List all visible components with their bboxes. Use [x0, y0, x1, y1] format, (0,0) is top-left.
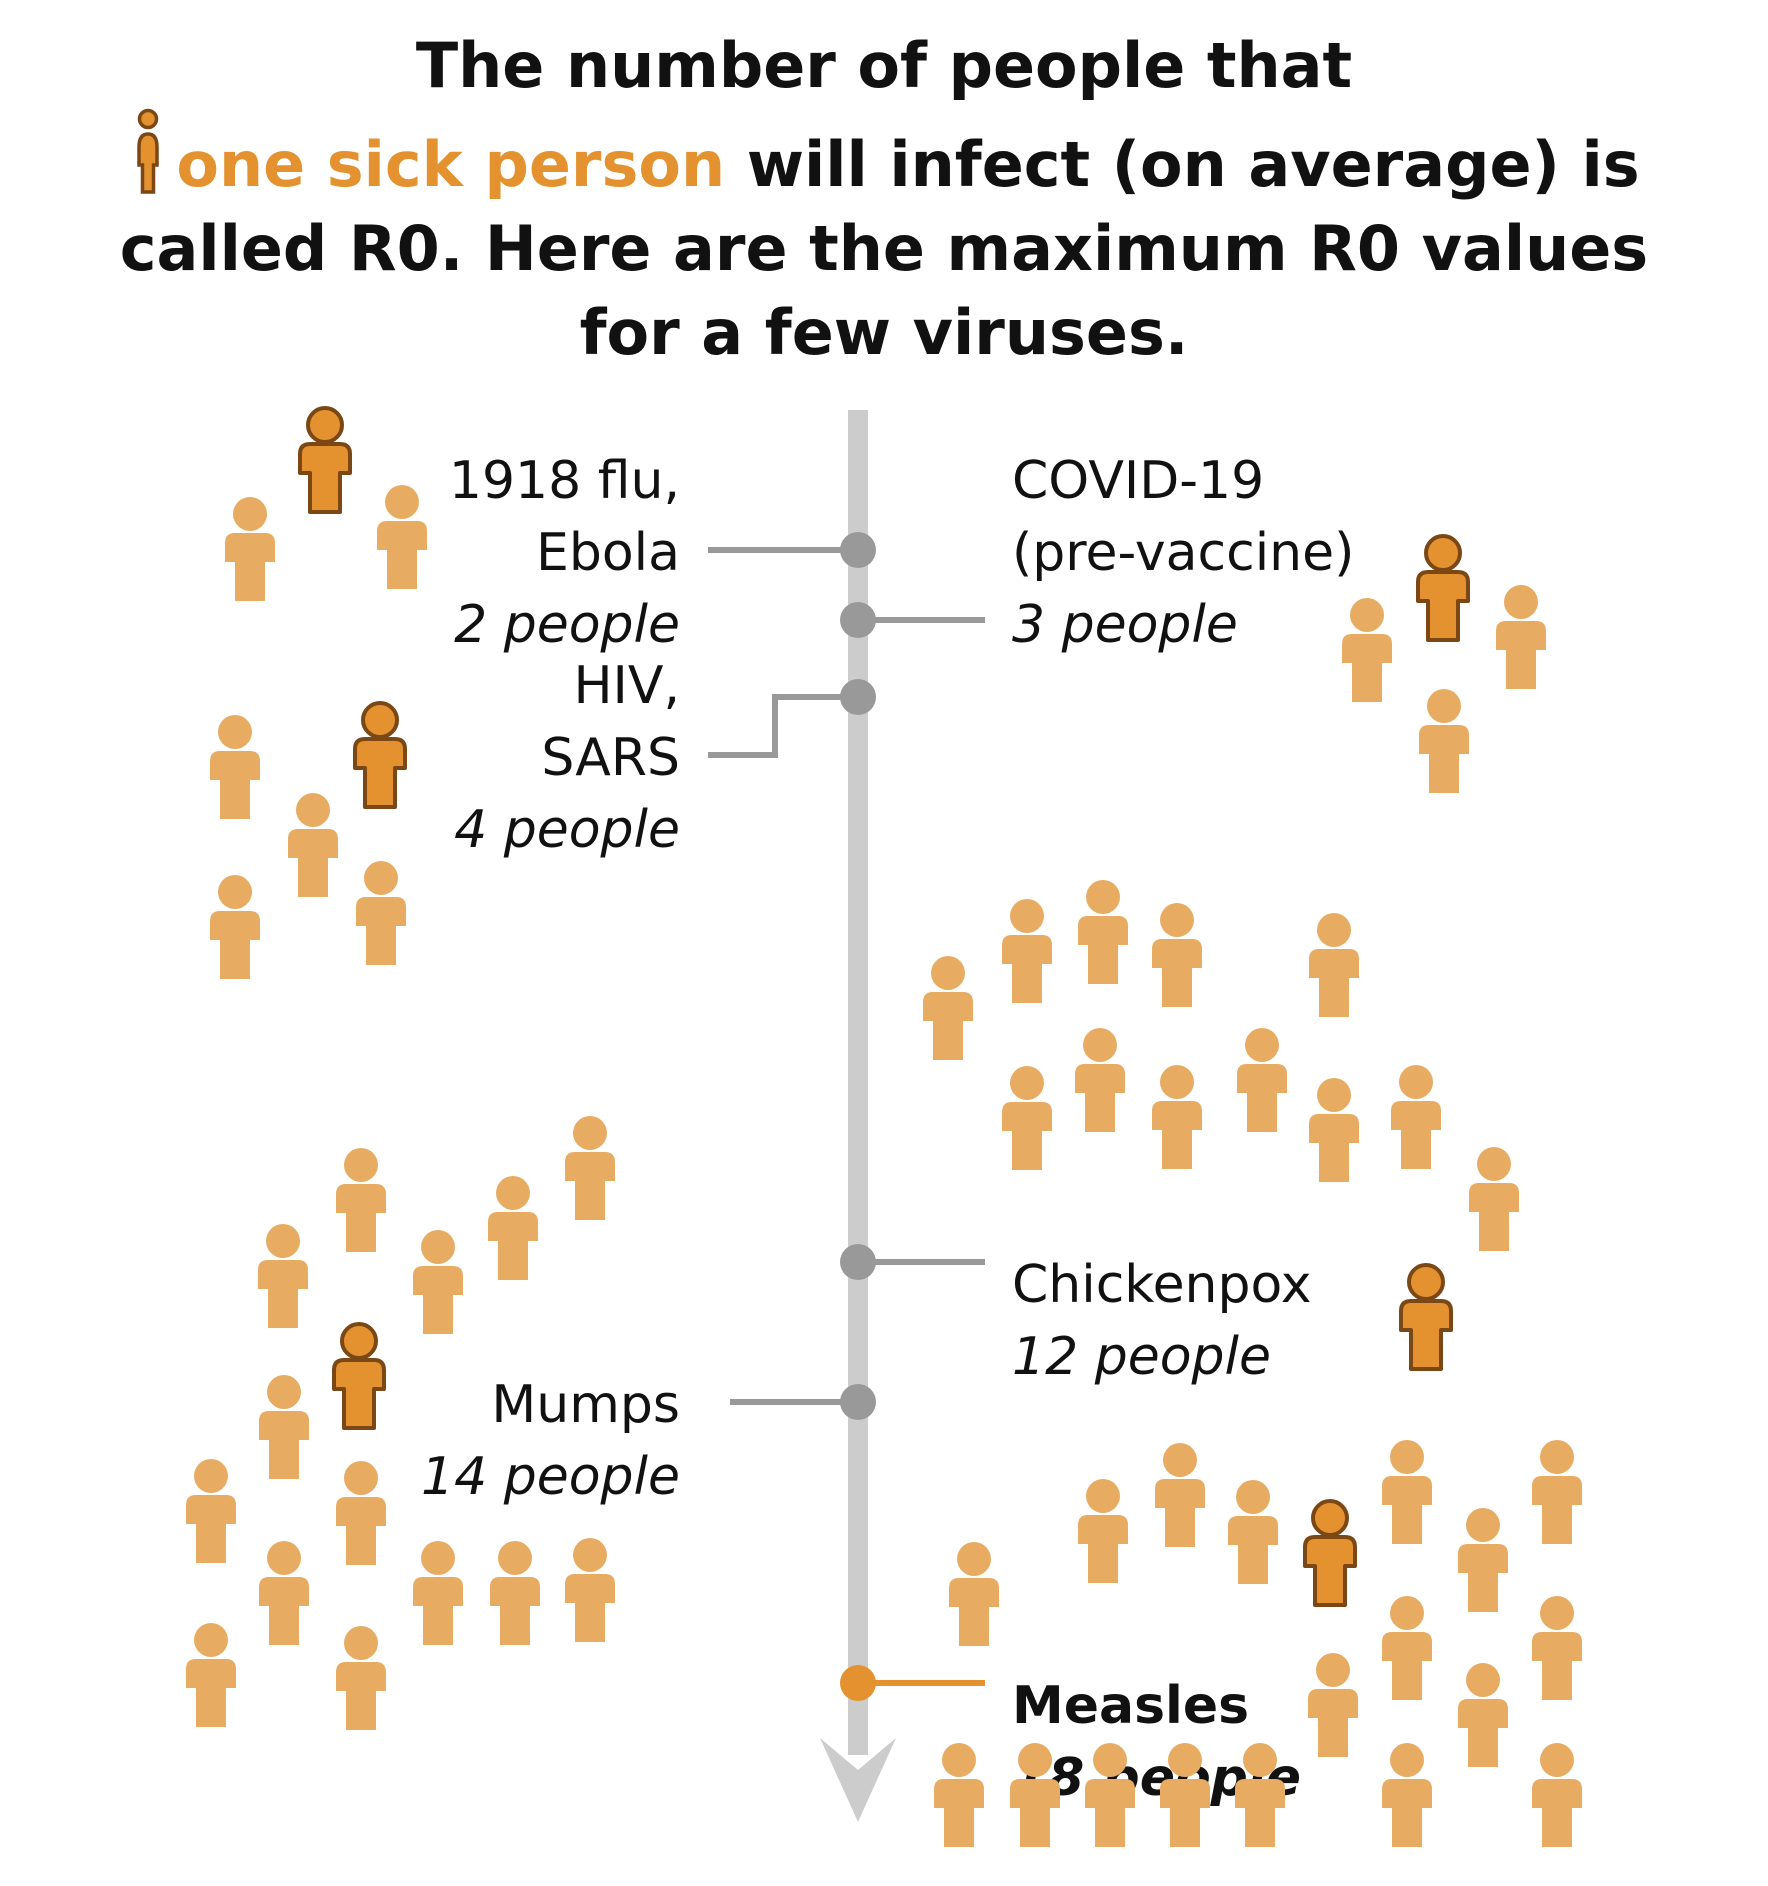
infected-person-mumps	[413, 1230, 463, 1334]
patient-zero-covid-19-pre-vaccine	[1416, 534, 1470, 642]
title-part-2: will infect (on average) is called R0. H…	[119, 128, 1649, 369]
value-mumps: 14 people	[421, 1447, 680, 1507]
dot-mumps	[840, 1384, 876, 1420]
chart-title: The number of people that one sick person…	[84, 24, 1684, 375]
infected-person-hiv-sars	[288, 793, 338, 897]
infected-person-chickenpox	[1078, 880, 1128, 984]
patient-zero-1918-flu-ebola	[298, 406, 352, 514]
person-icon	[137, 108, 160, 194]
infected-person-covid-19-pre-vaccine	[1342, 598, 1392, 702]
label-1918-flu-ebola-line-2: Ebola	[536, 523, 680, 583]
infected-person-mumps	[336, 1626, 386, 1730]
infected-person-chickenpox	[1309, 1078, 1359, 1182]
timeline-arrow	[820, 1738, 896, 1822]
dot-1918-flu-ebola	[840, 532, 876, 568]
infected-person-mumps	[565, 1116, 615, 1220]
dot-covid-19-pre-vaccine	[840, 602, 876, 638]
infected-person-1918-flu-ebola	[377, 485, 427, 589]
infected-person-chickenpox	[1002, 1066, 1052, 1170]
infected-person-chickenpox	[1391, 1065, 1441, 1169]
infected-person-measles	[1085, 1743, 1135, 1847]
infected-person-1918-flu-ebola	[225, 497, 275, 601]
value-hiv-sars: 4 people	[454, 800, 680, 860]
patient-zero-mumps	[332, 1322, 386, 1430]
chart-marks: 1918 flu, Ebola 2 people COVID-19 (pre-vacci…	[186, 406, 1582, 1847]
infected-person-chickenpox	[1075, 1028, 1125, 1132]
infected-person-measles	[1382, 1596, 1432, 1700]
infected-person-measles	[1382, 1743, 1432, 1847]
dot-hiv-sars	[840, 679, 876, 715]
series-hiv-sars: HIV, SARS 4 people	[210, 656, 876, 979]
infected-person-covid-19-pre-vaccine	[1496, 585, 1546, 689]
infected-person-measles	[1458, 1663, 1508, 1767]
infected-person-mumps	[565, 1538, 615, 1642]
infected-person-mumps	[336, 1461, 386, 1565]
value-covid-19-pre-vaccine: 3 people	[1012, 595, 1238, 655]
infected-person-chickenpox	[1469, 1147, 1519, 1251]
value-chickenpox: 12 people	[1012, 1327, 1271, 1387]
infected-person-measles	[1228, 1480, 1278, 1584]
patient-zero-hiv-sars	[353, 701, 407, 809]
label-covid-19-pre-vaccine-line-2: (pre-vaccine)	[1012, 523, 1354, 583]
leader-hiv-sars	[708, 694, 858, 758]
infected-person-measles	[1532, 1743, 1582, 1847]
infected-person-chickenpox	[1309, 913, 1359, 1017]
dot-chickenpox	[840, 1244, 876, 1280]
infected-person-mumps	[336, 1148, 386, 1252]
infected-person-measles	[1382, 1440, 1432, 1544]
infected-person-measles	[949, 1542, 999, 1646]
infected-person-mumps	[488, 1176, 538, 1280]
infected-person-covid-19-pre-vaccine	[1419, 689, 1469, 793]
infected-person-chickenpox	[1152, 1065, 1202, 1169]
infected-person-chickenpox	[923, 956, 973, 1060]
infected-person-measles	[1160, 1743, 1210, 1847]
patient-zero-chickenpox	[1399, 1263, 1453, 1371]
label-hiv-sars-line-1: HIV,	[573, 656, 680, 716]
infected-person-mumps	[186, 1623, 236, 1727]
label-measles: Measles	[1012, 1676, 1249, 1736]
infected-person-chickenpox	[1002, 899, 1052, 1003]
label-covid-19-pre-vaccine-line-1: COVID-19	[1012, 451, 1264, 511]
infected-person-mumps	[259, 1375, 309, 1479]
series-chickenpox: Chickenpox 12 people	[840, 880, 1519, 1387]
infected-person-measles	[1078, 1479, 1128, 1583]
infected-person-chickenpox	[1152, 903, 1202, 1007]
infected-person-mumps	[258, 1224, 308, 1328]
infected-person-measles	[1532, 1440, 1582, 1544]
dot-measles	[840, 1665, 876, 1701]
infected-person-measles	[1235, 1743, 1285, 1847]
title-part-1: The number of people that	[415, 29, 1353, 102]
infected-person-measles	[1155, 1443, 1205, 1547]
label-1918-flu-ebola-line-1: 1918 flu,	[449, 451, 680, 511]
infected-person-hiv-sars	[356, 861, 406, 965]
infected-person-measles	[1458, 1508, 1508, 1612]
series-mumps: Mumps 14 people	[186, 1116, 876, 1730]
patient-zero-measles	[1303, 1499, 1357, 1607]
title-highlight: one sick person	[176, 128, 726, 201]
infected-person-measles	[1532, 1596, 1582, 1700]
infected-person-measles	[934, 1743, 984, 1847]
series-1918-flu-ebola: 1918 flu, Ebola 2 people	[225, 406, 876, 655]
infected-person-mumps	[490, 1541, 540, 1645]
infected-person-hiv-sars	[210, 715, 260, 819]
label-chickenpox: Chickenpox	[1012, 1255, 1312, 1315]
value-1918-flu-ebola: 2 people	[454, 595, 680, 655]
infected-person-measles	[1308, 1653, 1358, 1757]
infected-person-hiv-sars	[210, 875, 260, 979]
infected-person-mumps	[259, 1541, 309, 1645]
infected-person-measles	[1010, 1743, 1060, 1847]
infected-person-mumps	[186, 1459, 236, 1563]
series-covid-19-pre-vaccine: COVID-19 (pre-vaccine) 3 people	[840, 451, 1546, 793]
infected-person-chickenpox	[1237, 1028, 1287, 1132]
label-hiv-sars-line-2: SARS	[541, 728, 680, 788]
infected-person-mumps	[413, 1541, 463, 1645]
label-mumps: Mumps	[491, 1375, 680, 1435]
